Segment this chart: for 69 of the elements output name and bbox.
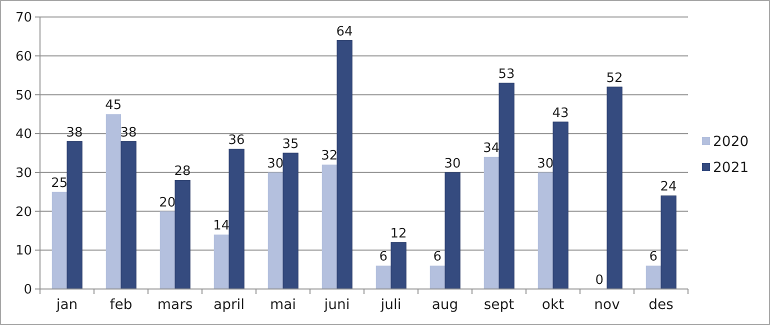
x-tick-label: aug [432, 297, 458, 313]
data-label: 53 [498, 67, 515, 82]
data-label: 6 [649, 250, 658, 265]
data-label: 24 [660, 180, 677, 195]
y-tick-label: 50 [15, 88, 32, 104]
data-label: 20 [159, 195, 176, 210]
data-label: 14 [213, 218, 230, 234]
x-tick-label: sept [484, 297, 515, 313]
data-label: 38 [120, 125, 137, 140]
data-label: 6 [433, 250, 442, 265]
data-label: 38 [66, 125, 83, 140]
data-label: 6 [379, 250, 388, 265]
x-tick-label: april [213, 297, 245, 313]
bar [336, 40, 352, 290]
bar [552, 122, 568, 290]
data-label: 45 [105, 98, 122, 114]
bar [52, 192, 67, 289]
y-tick-label: 60 [15, 49, 32, 64]
data-label: 30 [444, 156, 461, 172]
bar [498, 82, 514, 290]
bar [606, 86, 622, 290]
bar [660, 195, 676, 290]
bar [66, 141, 82, 290]
x-tick-label: nov [594, 297, 620, 313]
x-tick-label: mai [270, 297, 296, 313]
data-label: 25 [51, 176, 68, 191]
bar [646, 266, 661, 289]
legend-label: 2021 [713, 160, 749, 176]
y-tick-label: 0 [24, 282, 32, 298]
bar [120, 141, 136, 290]
x-tick-label: jan [55, 297, 78, 313]
bar [228, 148, 244, 290]
data-label: 30 [267, 156, 284, 172]
data-label: 64 [336, 24, 353, 40]
x-tick-label: juni [323, 297, 350, 313]
bar [430, 266, 445, 289]
legend-label: 2020 [713, 134, 749, 150]
y-tick-label: 10 [15, 244, 32, 259]
y-tick-label: 30 [15, 166, 32, 181]
y-tick-label: 40 [15, 127, 32, 142]
data-label: 0 [595, 273, 604, 288]
bar [214, 234, 229, 289]
bar [484, 156, 499, 289]
bar [106, 114, 121, 289]
bar [390, 242, 406, 290]
bar [322, 164, 337, 289]
bar [538, 172, 553, 289]
x-tick-label: des [648, 297, 674, 313]
data-label: 30 [537, 156, 554, 172]
x-tick-label: mars [157, 297, 193, 313]
x-tick-label: juli [380, 297, 402, 313]
y-tick-label: 70 [15, 10, 32, 26]
y-tick-label: 20 [15, 204, 32, 220]
data-label: 34 [483, 140, 500, 156]
data-label: 12 [390, 226, 407, 242]
x-tick-label: feb [110, 297, 132, 313]
data-label: 36 [228, 133, 245, 148]
bar [376, 266, 391, 289]
bar [160, 211, 175, 289]
data-label: 52 [606, 70, 623, 86]
data-label: 32 [321, 148, 338, 164]
bar [444, 172, 460, 290]
data-label: 35 [282, 137, 299, 152]
bar [174, 180, 190, 290]
data-label: 43 [552, 106, 569, 121]
bar [282, 152, 298, 290]
bar [268, 172, 283, 289]
x-tick-label: okt [542, 297, 565, 313]
data-label: 28 [174, 164, 191, 180]
